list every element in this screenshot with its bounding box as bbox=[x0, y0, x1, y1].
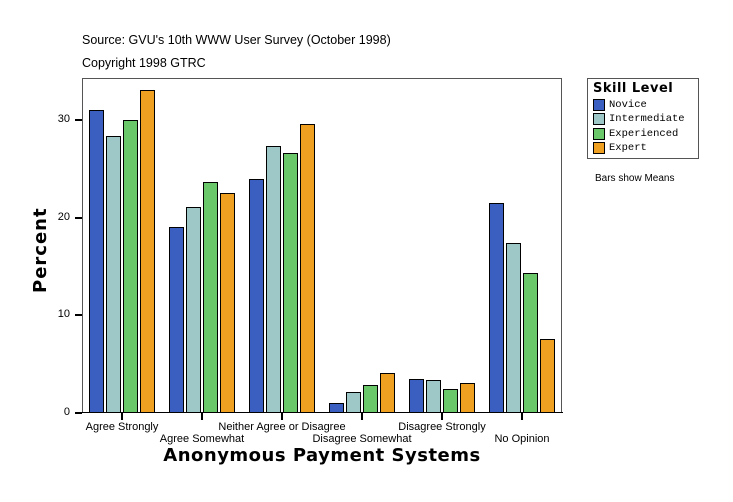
bar-experienced bbox=[523, 273, 538, 413]
x-tick bbox=[521, 413, 523, 420]
legend-label: Expert bbox=[609, 142, 647, 154]
bar-expert bbox=[140, 89, 155, 413]
bar-intermediate bbox=[426, 379, 441, 413]
bar-intermediate bbox=[186, 206, 201, 413]
x-tick-label: Agree Somewhat bbox=[159, 433, 245, 445]
bar-experienced bbox=[123, 119, 138, 413]
y-tick bbox=[75, 118, 82, 121]
y-tick bbox=[75, 216, 82, 219]
legend-item-intermediate: Intermediate bbox=[593, 113, 685, 126]
legend-label: Intermediate bbox=[609, 113, 685, 125]
x-axis-title: Anonymous Payment Systems bbox=[163, 445, 481, 466]
bar-experienced bbox=[363, 384, 378, 413]
x-axis-line bbox=[82, 412, 563, 413]
bar-novice bbox=[169, 227, 184, 413]
y-tick bbox=[75, 412, 82, 414]
bar-intermediate bbox=[506, 243, 521, 413]
legend-item-expert: Expert bbox=[593, 142, 647, 155]
bar-expert bbox=[540, 338, 555, 413]
bar-experienced bbox=[203, 182, 218, 413]
x-tick-label: Agree Strongly bbox=[85, 421, 159, 433]
bar-expert bbox=[300, 123, 315, 413]
x-tick-label: Disagree Strongly bbox=[398, 421, 486, 433]
x-tick bbox=[281, 413, 283, 420]
bars-show-means-note: Bars show Means bbox=[595, 173, 675, 184]
bar-intermediate bbox=[106, 135, 121, 413]
bar-novice bbox=[249, 178, 264, 413]
source-text: Source: GVU's 10th WWW User Survey (Octo… bbox=[82, 33, 391, 47]
legend-swatch bbox=[593, 98, 605, 111]
legend-title: Skill Level bbox=[593, 81, 674, 96]
legend-swatch bbox=[593, 127, 605, 140]
bar-experienced bbox=[283, 153, 298, 413]
x-tick-label: Disagree Somewhat bbox=[312, 433, 412, 445]
legend-swatch bbox=[593, 113, 605, 125]
y-tick-label: 10 bbox=[57, 308, 70, 321]
y-tick-label: 0 bbox=[63, 406, 70, 418]
bar-novice bbox=[489, 202, 504, 413]
x-tick bbox=[121, 413, 123, 420]
y-tick-label: 20 bbox=[57, 210, 70, 223]
y-axis-title: Percent bbox=[30, 207, 51, 293]
legend-label: Experienced bbox=[609, 127, 679, 140]
y-tick bbox=[75, 314, 82, 317]
legend-item-experienced: Experienced bbox=[593, 127, 678, 140]
x-tick bbox=[201, 413, 203, 420]
legend: Skill Level Novice Intermediate Experience… bbox=[587, 78, 699, 159]
bar-expert bbox=[380, 372, 395, 413]
bar-intermediate bbox=[266, 146, 281, 413]
bar-expert bbox=[460, 382, 475, 413]
plot-area bbox=[82, 78, 562, 413]
y-tick-label: 30 bbox=[57, 112, 70, 125]
bar-novice bbox=[409, 378, 424, 413]
bar-novice bbox=[89, 110, 104, 413]
legend-item-novice: Novice bbox=[593, 98, 647, 111]
copyright-text: Copyright 1998 GTRC bbox=[82, 56, 206, 70]
x-tick bbox=[441, 413, 443, 420]
x-tick bbox=[361, 413, 363, 420]
bar-experienced bbox=[443, 388, 458, 413]
x-tick-label: Neither Agree or Disagree bbox=[218, 421, 346, 433]
bar-expert bbox=[220, 193, 235, 413]
legend-label: Novice bbox=[609, 98, 647, 111]
legend-swatch bbox=[593, 142, 605, 154]
bar-intermediate bbox=[346, 392, 361, 413]
x-tick-label: No Opinion bbox=[494, 433, 550, 445]
